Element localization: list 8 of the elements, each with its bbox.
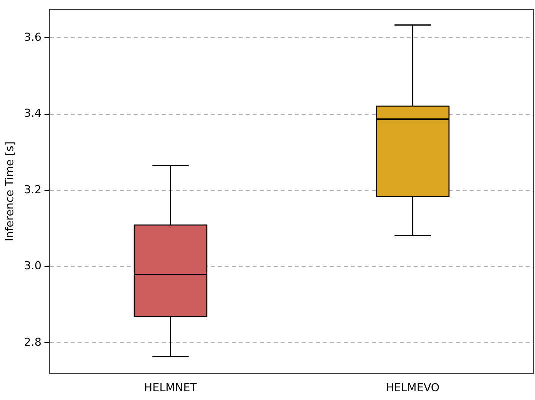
y-axis-title: Inference Time [s] [3, 142, 16, 242]
y-tick-label: 3.6 [24, 31, 42, 44]
y-tick-label: 3.2 [24, 183, 42, 196]
x-tick-label: HELMNET [144, 381, 198, 394]
y-tick-label: 2.8 [24, 336, 42, 349]
y-tick-label: 3.4 [24, 107, 42, 120]
y-tick-label: 3.0 [24, 260, 42, 273]
x-tick-label: HELMEVO [386, 381, 440, 394]
